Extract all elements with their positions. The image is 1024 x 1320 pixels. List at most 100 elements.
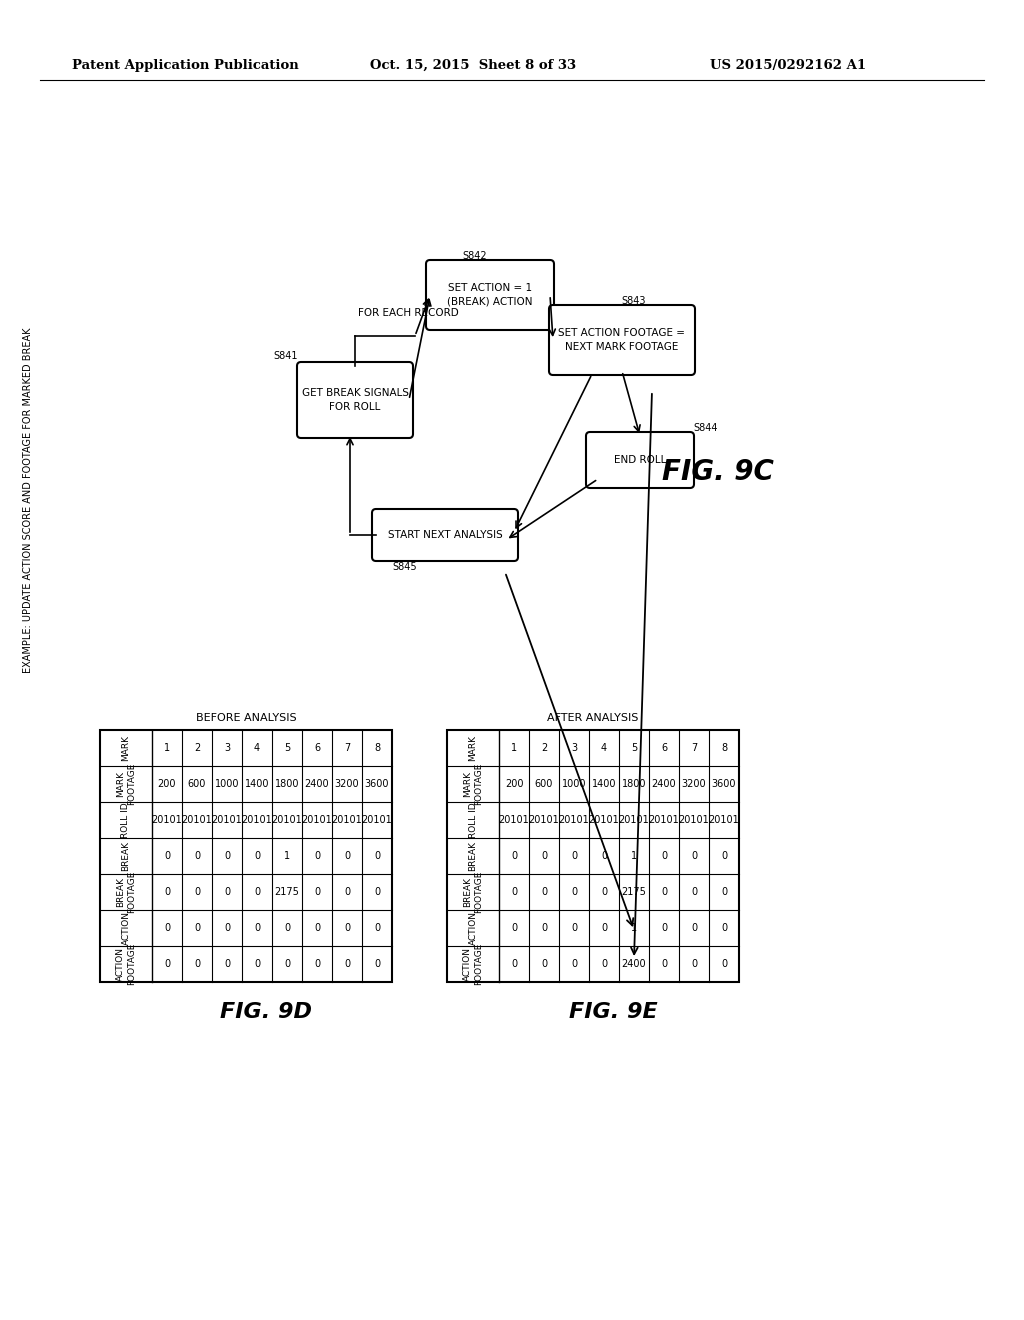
Text: BREAK
FOOTAGE: BREAK FOOTAGE [463,871,482,913]
Text: 0: 0 [254,887,260,898]
Text: 0: 0 [691,923,697,933]
Text: 0: 0 [314,923,321,933]
Text: FIG. 9E: FIG. 9E [568,1002,657,1022]
Text: 0: 0 [374,960,380,969]
Bar [100,730,392,982]
Text: 1: 1 [631,851,637,861]
Text: 20101: 20101 [618,814,649,825]
Text: 1800: 1800 [622,779,646,789]
Text: 1400: 1400 [245,779,269,789]
Text: 8: 8 [721,743,727,752]
Text: 0: 0 [164,851,170,861]
Text: 2400: 2400 [305,779,330,789]
Text: 2400: 2400 [651,779,676,789]
Text: 0: 0 [691,851,697,861]
FancyBboxPatch shape [586,432,694,488]
Text: S841: S841 [273,351,298,360]
Text: 200: 200 [158,779,176,789]
Text: 0: 0 [541,851,547,861]
Text: ACTION
FOOTAGE: ACTION FOOTAGE [463,942,482,985]
Text: 20101: 20101 [242,814,272,825]
Text: START NEXT ANALYSIS: START NEXT ANALYSIS [388,531,503,540]
Text: 0: 0 [721,851,727,861]
Text: 20101: 20101 [648,814,679,825]
Text: 0: 0 [164,923,170,933]
Text: 0: 0 [224,887,230,898]
Text: 0: 0 [344,960,350,969]
Text: 20101: 20101 [709,814,739,825]
Text: S844: S844 [693,422,718,433]
Text: 20101: 20101 [559,814,590,825]
Text: MARK
FOOTAGE: MARK FOOTAGE [117,763,136,805]
Text: 0: 0 [284,923,290,933]
Text: 0: 0 [224,851,230,861]
Text: 0: 0 [314,851,321,861]
Text: 20101: 20101 [361,814,392,825]
Text: 0: 0 [571,887,578,898]
Text: 2175: 2175 [622,887,646,898]
Text: 0: 0 [314,887,321,898]
Text: 20101: 20101 [212,814,243,825]
Text: 20101: 20101 [271,814,302,825]
Text: AFTER ANALYSIS: AFTER ANALYSIS [547,713,639,723]
Text: FIG. 9D: FIG. 9D [220,1002,312,1022]
FancyBboxPatch shape [297,362,413,438]
Text: ROLL ID: ROLL ID [122,803,130,838]
Text: 0: 0 [374,887,380,898]
Text: 1000: 1000 [215,779,240,789]
Text: 2: 2 [541,743,547,752]
Text: 3: 3 [224,743,230,752]
Text: 20101: 20101 [152,814,182,825]
Text: 0: 0 [344,851,350,861]
Text: ROLL ID: ROLL ID [469,803,477,838]
Text: Patent Application Publication: Patent Application Publication [72,58,299,71]
Text: 0: 0 [374,851,380,861]
Text: 0: 0 [601,851,607,861]
Text: SET ACTION = 1
(BREAK) ACTION: SET ACTION = 1 (BREAK) ACTION [447,284,532,306]
Text: 8: 8 [374,743,380,752]
Text: 1: 1 [164,743,170,752]
Text: 20101: 20101 [499,814,529,825]
Text: 0: 0 [511,960,517,969]
Text: ACTION: ACTION [469,911,477,945]
Text: 0: 0 [224,960,230,969]
Text: 0: 0 [601,960,607,969]
Text: 20101: 20101 [528,814,559,825]
Text: 4: 4 [254,743,260,752]
Text: 3600: 3600 [365,779,389,789]
Text: END ROLL: END ROLL [613,455,667,465]
Text: 0: 0 [194,887,200,898]
Text: 0: 0 [601,887,607,898]
Text: 7: 7 [344,743,350,752]
Text: 0: 0 [721,887,727,898]
Text: 6: 6 [660,743,667,752]
Text: 2: 2 [194,743,200,752]
Text: 7: 7 [691,743,697,752]
Text: 0: 0 [541,960,547,969]
Text: S845: S845 [392,562,418,572]
Text: 0: 0 [721,960,727,969]
Text: 1800: 1800 [274,779,299,789]
Text: 0: 0 [224,923,230,933]
Text: 3200: 3200 [335,779,359,789]
FancyBboxPatch shape [426,260,554,330]
Text: 0: 0 [571,960,578,969]
Text: 0: 0 [314,960,321,969]
Text: 0: 0 [511,887,517,898]
Text: 0: 0 [691,960,697,969]
Text: 0: 0 [344,887,350,898]
FancyBboxPatch shape [549,305,695,375]
Text: 0: 0 [660,851,667,861]
Text: 600: 600 [535,779,553,789]
Text: 20101: 20101 [181,814,212,825]
Text: 0: 0 [284,960,290,969]
Text: 0: 0 [164,887,170,898]
Text: 20101: 20101 [679,814,710,825]
Text: MARK: MARK [122,735,130,762]
Text: 20101: 20101 [302,814,333,825]
Text: GET BREAK SIGNALS
FOR ROLL: GET BREAK SIGNALS FOR ROLL [301,388,409,412]
FancyBboxPatch shape [372,510,518,561]
Text: 600: 600 [187,779,206,789]
Text: 1: 1 [284,851,290,861]
Text: 0: 0 [344,923,350,933]
